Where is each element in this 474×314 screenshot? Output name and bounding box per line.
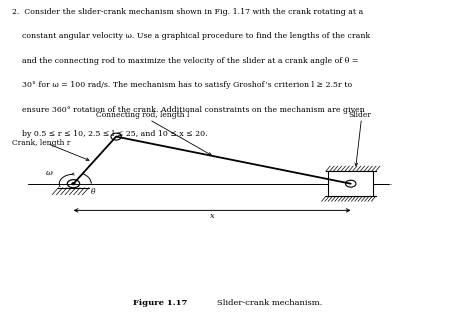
Text: by 0.5 ≤ r ≤ 10, 2.5 ≤ l ≤ 25, and 10 ≤ x ≤ 20.: by 0.5 ≤ r ≤ 10, 2.5 ≤ l ≤ 25, and 10 ≤ …	[12, 130, 208, 138]
Text: θ: θ	[91, 188, 96, 197]
Text: Slider-crank mechanism.: Slider-crank mechanism.	[209, 299, 322, 307]
Text: Figure 1.17: Figure 1.17	[133, 299, 187, 307]
Text: 2.  Consider the slider-crank mechanism shown in Fig. 1.17 with the crank rotati: 2. Consider the slider-crank mechanism s…	[12, 8, 363, 16]
Text: x: x	[210, 212, 215, 220]
Circle shape	[72, 183, 75, 185]
Text: 30° for ω = 100 rad/s. The mechanism has to satisfy Groshof’s criterion l ≥ 2.5r: 30° for ω = 100 rad/s. The mechanism has…	[12, 81, 352, 89]
Text: constant angular velocity ω. Use a graphical procedure to find the lengths of th: constant angular velocity ω. Use a graph…	[12, 32, 370, 40]
Text: Slider: Slider	[349, 111, 372, 119]
Text: Connecting rod, length l: Connecting rod, length l	[96, 111, 189, 119]
Text: ensure 360° rotation of the crank. Additional constraints on the mechanism are g: ensure 360° rotation of the crank. Addit…	[12, 106, 365, 114]
Text: ω: ω	[46, 169, 52, 177]
Bar	[328, 171, 373, 196]
Text: Crank, length r: Crank, length r	[12, 139, 70, 147]
Text: and the connecting rod to maximize the velocity of the slider at a crank angle o: and the connecting rod to maximize the v…	[12, 57, 358, 65]
